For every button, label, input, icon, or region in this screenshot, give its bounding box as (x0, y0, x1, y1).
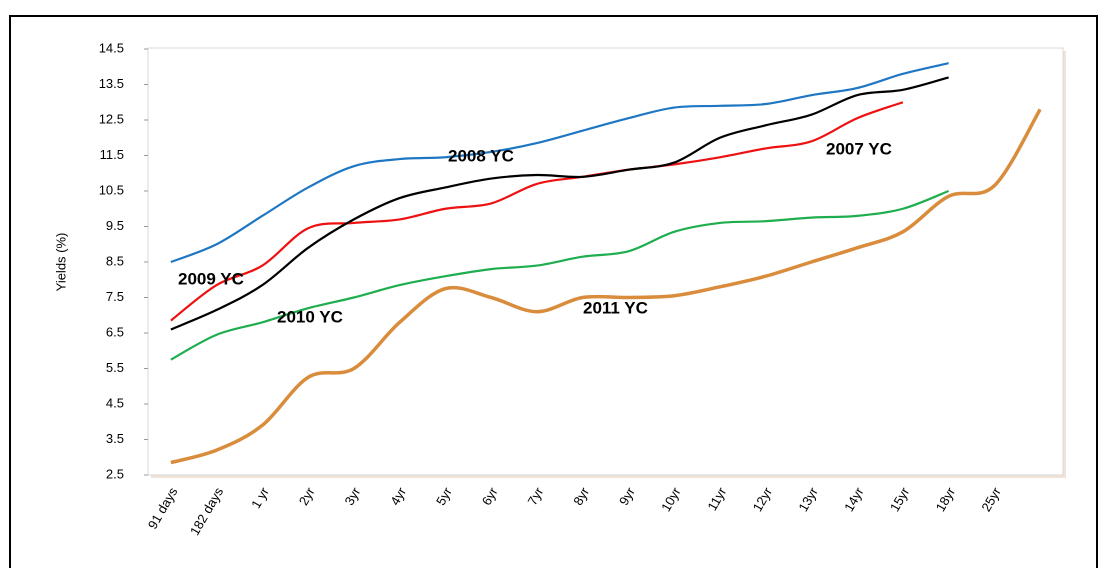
x-tick-label: 182 days (187, 484, 227, 538)
x-tick-label: 7yr (524, 484, 546, 508)
y-tick-label: 6.5 (106, 324, 124, 339)
y-tick-label: 8.5 (106, 253, 124, 268)
x-tick-label: 14yr (841, 484, 867, 514)
x-tick-label: 91 days (145, 484, 181, 531)
y-tick-label: 4.5 (106, 395, 124, 410)
x-tick-label: 3yr (341, 484, 363, 508)
series-line (170, 62, 949, 264)
series-annotation: 2008 YC (448, 146, 514, 165)
plot-area (147, 47, 1064, 476)
frame (9, 15, 1098, 568)
y-tick-label: 14.5 (99, 40, 124, 55)
x-tick-label: 8yr (570, 484, 592, 508)
x-tick-label: 10yr (658, 484, 684, 514)
y-tick-label: 5.5 (106, 360, 124, 375)
x-tick-label: 6yr (479, 484, 501, 508)
y-axis-label: Yields (%) (53, 233, 68, 292)
y-tick-label: 10.5 (99, 182, 124, 197)
y-tick-label: 11.5 (100, 147, 124, 162)
y-tick-label: 2.5 (106, 466, 124, 481)
series-annotation: 2009 YC (178, 269, 244, 288)
x-tick-label: 25yr (978, 484, 1004, 514)
series-line (170, 108, 1042, 465)
x-tick-label: 4yr (387, 484, 409, 508)
x-tick-label: 13yr (795, 484, 821, 514)
y-tick-label: 9.5 (106, 218, 124, 233)
series-line (170, 76, 949, 331)
series-line (170, 101, 904, 322)
x-tick-label: 18yr (933, 484, 959, 514)
series-annotation: 2007 YC (826, 139, 892, 158)
series-annotation: 2011 YC (583, 298, 648, 317)
x-tick-label: 9yr (616, 484, 638, 508)
x-tick-label: 5yr (433, 484, 455, 508)
x-tick-label: 1 yr (248, 484, 272, 511)
series-line (170, 189, 950, 361)
y-tick-label: 7.5 (106, 289, 124, 304)
x-tick-label: 11yr (704, 484, 729, 513)
series-annotation: 2010 YC (277, 307, 343, 326)
x-tick-label: 2yr (296, 484, 318, 508)
y-tick-label: 13.5 (99, 76, 124, 91)
x-tick-label: 15yr (887, 484, 913, 514)
x-tick-label: 12yr (750, 484, 776, 514)
y-tick-label: 3.5 (106, 431, 124, 446)
y-tick-label: 12.5 (99, 111, 124, 126)
